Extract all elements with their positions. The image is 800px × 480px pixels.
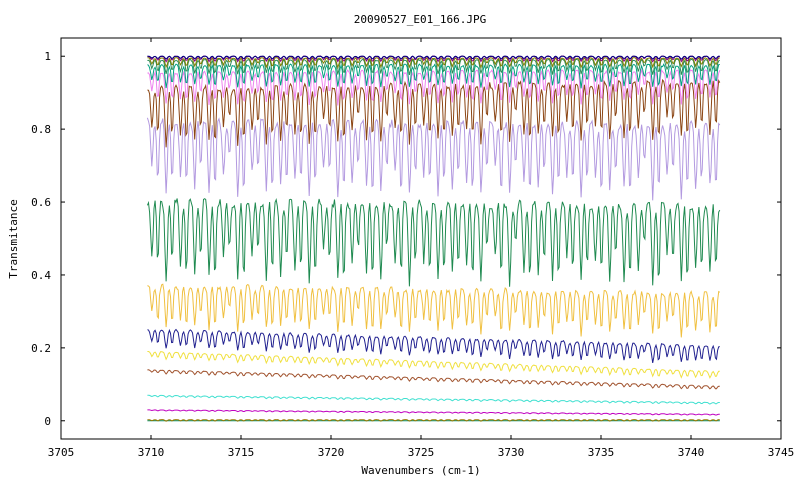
series-line [147, 419, 720, 422]
series-line [147, 369, 720, 390]
y-tick-label: 0.2 [31, 342, 51, 355]
y-tick-label: 0.4 [31, 269, 51, 282]
chart-title: 20090527_E01_166.JPG [354, 13, 486, 26]
series-line [147, 394, 720, 405]
x-tick-label: 3735 [588, 446, 615, 459]
x-tick-label: 3720 [318, 446, 345, 459]
series-line [147, 68, 721, 106]
y-tick-label: 0.8 [31, 123, 51, 136]
x-tick-label: 3745 [768, 446, 795, 459]
x-tick-label: 3740 [678, 446, 705, 459]
series-line [147, 56, 720, 70]
series-line [147, 328, 720, 363]
series-layer [146, 55, 721, 422]
x-axis-label: Wavenumbers (cm-1) [361, 464, 480, 477]
x-tick-label: 3730 [498, 446, 525, 459]
series-line [146, 197, 721, 287]
series-line [147, 58, 720, 76]
y-tick-label: 0 [44, 415, 51, 428]
x-tick-label: 3710 [138, 446, 165, 459]
x-tick-label: 3715 [228, 446, 255, 459]
series-line [147, 283, 721, 338]
series-line [146, 117, 721, 201]
y-tick-label: 1 [44, 50, 51, 63]
x-tick-label: 3705 [48, 446, 75, 459]
series-line [147, 63, 720, 89]
y-tick-label: 0.6 [31, 196, 51, 209]
series-line [147, 409, 720, 416]
series-line [147, 351, 720, 379]
series-line [147, 55, 720, 61]
x-tick-label: 3725 [408, 446, 435, 459]
series-line [147, 78, 721, 148]
axis-layer: 3705 3710 3715 3720 3725 3730 3735 3740 3745 0 0.2… [31, 38, 794, 459]
y-axis-label: Transmitance [7, 199, 20, 278]
